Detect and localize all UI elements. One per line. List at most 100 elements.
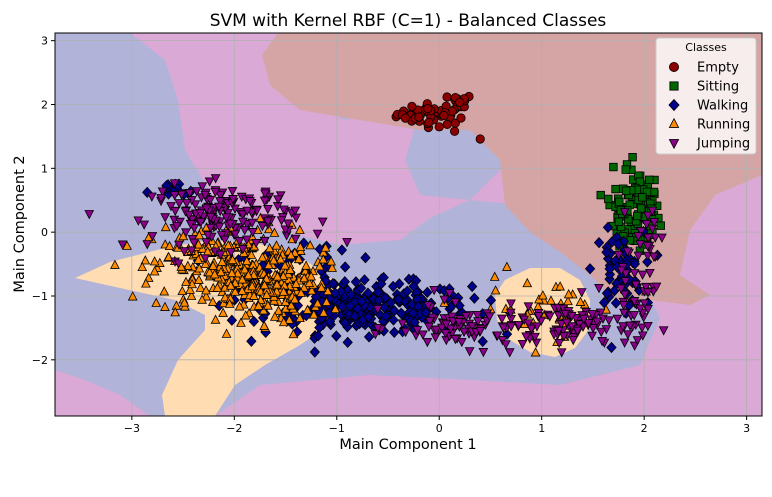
legend-label-sitting: Sitting (697, 80, 739, 95)
point-jumping (613, 251, 624, 261)
point-jumping (631, 280, 641, 291)
point-running (218, 307, 228, 317)
legend-marker-sitting (669, 81, 679, 91)
point-walking (394, 278, 405, 290)
point-jumping (643, 288, 653, 298)
point-running (295, 224, 305, 234)
point-running (164, 240, 175, 251)
point-walking (327, 277, 339, 290)
point-jumping (461, 312, 471, 322)
point-walking (642, 256, 653, 268)
point-running (321, 296, 332, 306)
point-walking (387, 280, 399, 293)
y-tick-label: −2 (32, 354, 48, 367)
point-walking (388, 314, 399, 326)
point-running (224, 298, 235, 308)
point-running (241, 255, 252, 266)
point-walking (362, 287, 374, 299)
point-walking (413, 300, 424, 313)
x-tick-label: −1 (329, 422, 345, 435)
point-walking (629, 258, 641, 270)
point-running (288, 328, 299, 339)
point-empty (450, 126, 460, 136)
point-jumping (643, 211, 653, 221)
point-running (197, 294, 207, 304)
point-jumping (205, 195, 216, 206)
x-tick-label: 0 (436, 422, 443, 435)
point-jumping (604, 316, 614, 326)
legend-item-empty: Empty (669, 61, 739, 76)
point-walking (602, 221, 614, 234)
x-tick-label: 2 (641, 422, 648, 435)
point-jumping (579, 314, 589, 325)
point-jumping (497, 314, 507, 324)
point-running (207, 296, 218, 306)
point-jumping (437, 323, 447, 333)
legend: Classes Empty Sitting Walking Running Jumpin… (655, 37, 757, 155)
point-running (330, 303, 341, 314)
point-running (293, 253, 304, 264)
point-walking (363, 311, 374, 323)
point-empty (442, 92, 452, 102)
point-jumping (160, 213, 171, 223)
point-jumping (280, 225, 291, 235)
point-jumping (556, 320, 567, 330)
point-running (295, 241, 306, 252)
legend-marker-empty (669, 62, 680, 73)
point-sitting (638, 193, 647, 202)
point-jumping (649, 252, 659, 262)
point-jumping (166, 202, 176, 212)
point-jumping (475, 326, 486, 337)
point-running (218, 297, 229, 308)
point-walking (385, 297, 396, 309)
series-running (110, 212, 651, 357)
point-jumping (444, 289, 455, 299)
point-jumping (237, 245, 248, 255)
point-walking (331, 330, 342, 342)
point-running (268, 255, 279, 265)
point-jumping (259, 196, 270, 206)
point-walking (378, 271, 389, 284)
point-running (263, 259, 274, 270)
point-running (269, 227, 280, 237)
point-jumping (226, 248, 236, 258)
point-jumping (447, 312, 457, 322)
point-jumping (181, 199, 192, 209)
point-walking (408, 280, 419, 293)
point-jumping (185, 219, 196, 230)
point-sitting (621, 165, 630, 174)
point-walking (345, 289, 356, 301)
point-jumping (247, 218, 258, 228)
point-jumping (456, 337, 467, 348)
point-jumping (572, 326, 583, 336)
point-walking (389, 326, 400, 338)
point-jumping (219, 235, 230, 245)
point-jumping (651, 282, 662, 292)
point-walking (359, 274, 370, 286)
point-jumping (147, 232, 158, 242)
point-running (291, 278, 301, 288)
point-running (270, 311, 280, 321)
point-running (179, 297, 190, 307)
point-running (243, 269, 254, 280)
legend-item-sitting: Sitting (669, 80, 739, 95)
legend-item-jumping: Jumping (668, 137, 750, 152)
point-jumping (251, 238, 261, 249)
point-jumping (214, 202, 224, 212)
point-jumping (215, 197, 226, 207)
point-running (271, 240, 282, 250)
point-jumping (156, 194, 167, 204)
point-running (259, 279, 270, 290)
point-running (227, 254, 238, 264)
point-sitting (621, 186, 631, 195)
point-jumping (445, 324, 456, 334)
point-walking (336, 244, 348, 256)
point-jumping (588, 324, 598, 334)
point-empty (414, 112, 424, 122)
point-jumping (641, 282, 651, 293)
point-running (296, 287, 306, 297)
point-jumping (262, 217, 273, 227)
point-jumping (592, 317, 602, 327)
point-sitting (642, 187, 652, 197)
legend-item-running: Running (668, 118, 750, 133)
